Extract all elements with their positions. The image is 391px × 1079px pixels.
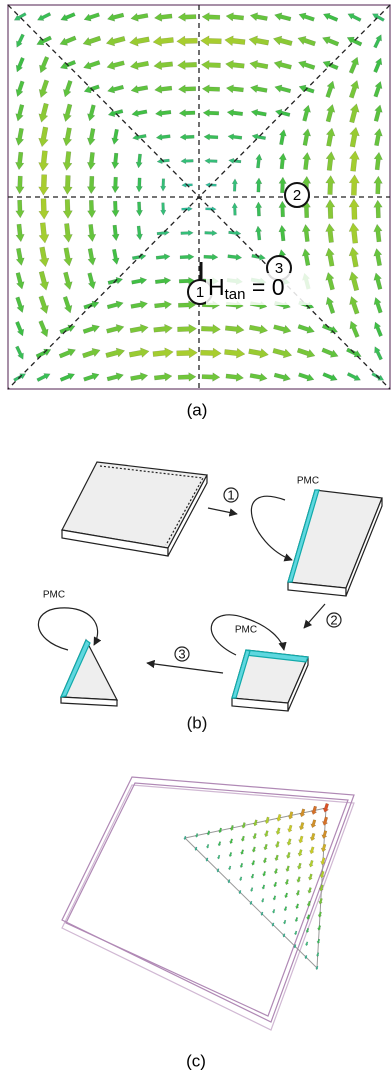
field-arrow — [285, 879, 289, 885]
panel-c: (c) — [62, 777, 354, 1070]
field-arrow — [229, 852, 232, 857]
field-arrow — [286, 852, 290, 858]
field-arrow — [240, 863, 243, 868]
pmc-label: PMC — [43, 590, 65, 601]
field-arrow — [309, 860, 313, 867]
field-arrow — [265, 817, 269, 824]
panel-a: 1 2 3 Htan = 0 (a) — [8, 5, 390, 419]
marker-label: 2 — [293, 187, 301, 204]
field-arrow — [294, 931, 297, 935]
field-arrow — [228, 866, 231, 870]
field-arrow — [299, 822, 304, 830]
field-arrow — [318, 912, 322, 918]
pmc-label: PMC — [297, 476, 319, 487]
field-arrow — [275, 841, 279, 847]
field-arrow — [252, 847, 256, 853]
field-arrow — [253, 833, 257, 839]
caption: (a) — [187, 400, 208, 419]
field-arrow — [298, 849, 302, 856]
annotation: Htan = 0 — [208, 274, 285, 303]
field-arrow — [250, 888, 253, 892]
field-arrow — [252, 860, 255, 865]
field-arrow — [286, 866, 290, 872]
slab — [61, 640, 117, 706]
field-arrow — [311, 820, 316, 828]
field-arrow — [262, 885, 265, 890]
field-arrow — [295, 917, 298, 922]
field-arrow — [323, 803, 329, 812]
field-arrow — [307, 901, 311, 906]
field-arrow — [296, 890, 300, 895]
caption: (c) — [186, 1051, 206, 1070]
field-arrow — [218, 842, 221, 847]
field-arrow — [275, 855, 279, 861]
annotation-main: H — [208, 274, 225, 300]
field-arrow — [241, 850, 244, 855]
field-arrow — [264, 831, 268, 837]
slab — [288, 490, 382, 596]
step-label: 3 — [178, 646, 185, 661]
field-arrow — [276, 828, 280, 835]
field-arrow — [310, 833, 315, 841]
field-arrow — [305, 942, 308, 946]
symmetry-lines — [8, 5, 390, 389]
annotation-sub: tan — [225, 286, 246, 303]
field-arrow — [274, 882, 277, 887]
field-arrow — [297, 863, 301, 869]
panel-b: 1 PMC 2 PMC 3 PMC (b) — [38, 462, 382, 732]
field-arrow — [285, 893, 288, 898]
field-arrow — [296, 904, 299, 909]
step-label: 1 — [227, 487, 234, 502]
field-arrow — [308, 887, 312, 893]
field-arrow — [263, 858, 267, 863]
field-arrow — [288, 812, 293, 820]
field-arrow — [287, 839, 291, 846]
annotation-rest: = 0 — [245, 274, 284, 300]
field-arrow — [308, 874, 312, 880]
field-arrow — [322, 830, 327, 838]
caption: (b) — [187, 713, 208, 732]
field-arrow — [311, 806, 317, 815]
pmc-label: PMC — [235, 625, 257, 636]
field-arrow — [239, 877, 242, 881]
field-arrow — [272, 909, 275, 913]
field-arrow — [284, 907, 287, 912]
field-arrow — [310, 847, 315, 854]
field-arrow — [321, 844, 326, 852]
field-arrow — [322, 817, 328, 826]
marker: 2 — [285, 183, 309, 207]
field-arrow — [263, 871, 266, 876]
field-arrow — [300, 809, 305, 817]
field-arrow — [297, 877, 301, 883]
field-arrow — [251, 874, 254, 879]
field-arrow — [264, 844, 268, 850]
field-arrow — [206, 844, 209, 848]
field-arrow — [299, 836, 304, 843]
field-arrow — [261, 898, 264, 902]
triangle-patch — [185, 808, 326, 968]
field-arrow — [288, 825, 293, 832]
marker-label: 1 — [196, 284, 204, 301]
slab — [232, 650, 308, 711]
field-arrow — [316, 953, 319, 957]
figure: 1 2 3 Htan = 0 (a) 1 PMC 2 — [0, 0, 391, 1079]
field-arrow — [217, 855, 220, 859]
field-arrow — [318, 925, 321, 930]
field-arrow — [274, 869, 278, 874]
field-arrow — [241, 836, 245, 841]
field-arrow — [230, 839, 233, 844]
field-arrow — [283, 920, 286, 924]
field-arrow — [317, 939, 320, 944]
slab — [62, 462, 207, 556]
field-arrow — [273, 896, 276, 901]
step-label: 2 — [330, 612, 337, 627]
field-arrows — [184, 803, 329, 969]
